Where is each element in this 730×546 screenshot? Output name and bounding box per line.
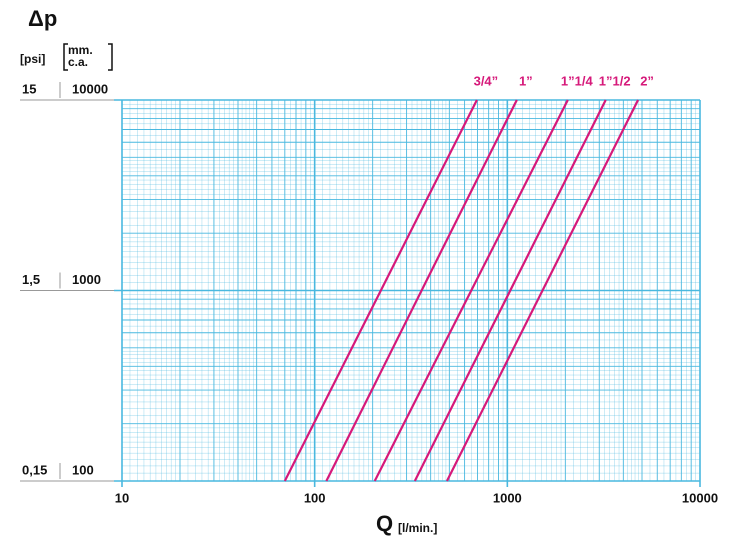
x-tick-label: 100 [304, 490, 326, 505]
y-tick-label: 10000 [72, 81, 108, 96]
x-unit: [l/min.] [398, 521, 437, 535]
y2-tick-label: 1,5 [22, 272, 40, 287]
x-tick-label: 1000 [493, 490, 522, 505]
y-title: Δp [28, 6, 57, 31]
x-tick-label: 10000 [682, 490, 718, 505]
y-unit: c.a. [68, 55, 88, 69]
series-label: 1” [519, 73, 533, 88]
series-label: 3/4” [474, 73, 499, 88]
y2-unit: [psi] [20, 52, 45, 66]
x-tick-label: 10 [115, 490, 129, 505]
series-label: 1”1/4 [561, 73, 594, 88]
y-unit: mm. [68, 43, 93, 57]
y-tick-label: 1000 [72, 272, 101, 287]
series-line [413, 99, 607, 482]
bracket [63, 43, 113, 71]
y2-tick-label: 15 [22, 81, 36, 96]
series-line [445, 99, 640, 482]
y2-tick-label: 0,15 [22, 462, 47, 477]
series-label: 1”1/2 [599, 73, 631, 88]
series-label: 2” [640, 73, 654, 88]
series-line [283, 99, 478, 482]
y-tick-label: 100 [72, 462, 94, 477]
series-line [373, 99, 569, 482]
series-line [325, 99, 518, 482]
x-title: Q [376, 511, 393, 536]
